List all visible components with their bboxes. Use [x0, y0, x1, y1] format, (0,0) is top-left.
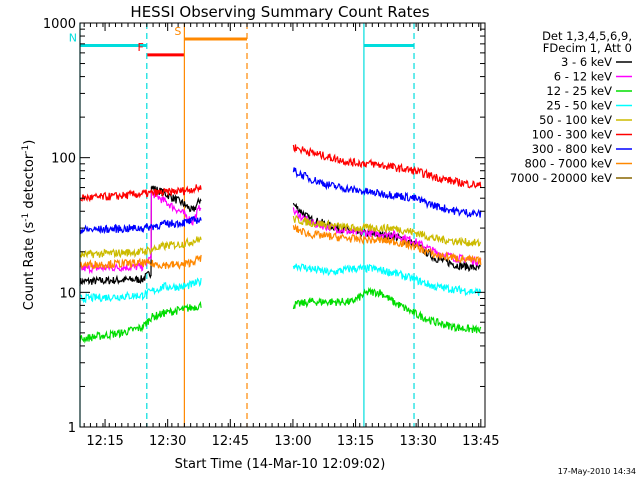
y-tick-label-1: 10: [59, 286, 76, 301]
legend: Det 1,3,4,5,6,9,FDecim 1, Att 03 - 6 keV…: [510, 29, 632, 185]
x-tick-label-5: 13:30: [399, 434, 436, 449]
series-line-2-0: [79, 300, 202, 344]
y-axis-label-mid: detector: [22, 153, 37, 213]
legend-entry-5: 100 - 300 keV: [532, 128, 612, 142]
legend-entry-4: 50 - 100 keV: [539, 113, 612, 127]
y-axis-label-sup: -1: [21, 213, 31, 222]
legend-header-1: FDecim 1, Att 0: [543, 41, 632, 55]
legend-entry-7: 800 - 7000 keV: [524, 157, 612, 171]
legend-entry-1: 6 - 12 keV: [554, 70, 612, 84]
series-line-6-1: [292, 167, 482, 219]
flag-label-0: N: [69, 32, 77, 45]
x-axis-label: Start Time (14-Mar-10 12:09:02): [175, 457, 386, 472]
x-tick-label-0: 12:15: [86, 434, 123, 449]
y-axis-label-main: Count Rate (s: [22, 222, 37, 311]
flag-bars: N F S: [69, 25, 415, 57]
y-tick-label-2: 100: [51, 152, 76, 167]
date-stamp: 17-May-2010 14:34: [558, 467, 636, 476]
plot-frame: [79, 22, 486, 428]
legend-entry-2: 12 - 25 keV: [546, 84, 612, 98]
x-tick-label-6: 13:45: [462, 434, 499, 449]
flag-label-1: F: [137, 41, 143, 54]
series-line-7-0: [79, 254, 202, 271]
series-line-4-0: [79, 236, 202, 259]
legend-entry-0: 3 - 6 keV: [561, 55, 612, 69]
series-line-3-0: [79, 277, 202, 304]
series-line-0-0: [79, 185, 202, 286]
y-axis-label-end: ): [22, 140, 37, 145]
chart-title: HESSI Observing Summary Count Rates: [130, 3, 429, 21]
series-line-5-0: [79, 184, 202, 203]
y-tick-label-0: 1: [68, 421, 76, 436]
x-tick-label-1: 12:30: [149, 434, 186, 449]
x-tick-label-4: 13:15: [337, 434, 374, 449]
series-line-6-0: [79, 216, 202, 235]
x-tick-label-3: 13:00: [274, 434, 311, 449]
series-line-2-1: [292, 286, 482, 334]
y-axis-label-sup2: -1: [21, 145, 31, 154]
x-axis-ticks: 12:15 12:30 12:45 13:00 13:15 13:30 13:45: [83, 23, 500, 449]
flag-label-2: S: [174, 25, 181, 38]
x-tick-label-2: 12:45: [212, 434, 249, 449]
series-line-4-1: [292, 214, 482, 247]
legend-entry-6: 300 - 800 keV: [532, 142, 612, 156]
y-axis-ticks: 1 10 100 1000: [43, 17, 485, 436]
series-lines: [79, 144, 482, 344]
series-line-5-1: [292, 144, 482, 189]
legend-header-0: Det 1,3,4,5,6,9,: [542, 29, 632, 43]
y-axis-label: Count Rate (s-1 detector-1): [21, 140, 37, 311]
y-tick-label-3: 1000: [43, 17, 76, 32]
legend-entry-3: 25 - 50 keV: [546, 99, 612, 113]
series-line-3-1: [292, 263, 482, 297]
series-line-1-0: [79, 190, 202, 275]
series-line-7-1: [292, 223, 482, 266]
legend-entry-8: 7000 - 20000 keV: [510, 171, 612, 185]
